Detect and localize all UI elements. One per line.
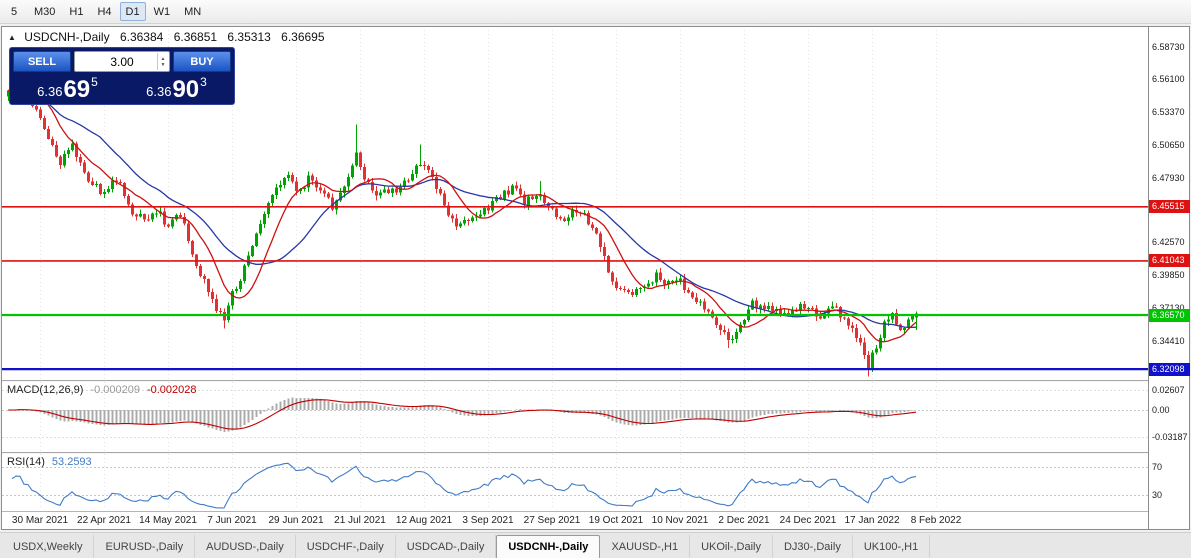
bid-point-digit: 5 [91, 75, 98, 89]
macd-signal-value: -0.002028 [146, 384, 197, 396]
chart-tab-uk100-h1[interactable]: UK100-,H1 [853, 535, 931, 558]
macd-histogram [11, 397, 918, 432]
price-scale-label: 6.42570 [1152, 237, 1185, 248]
price-scale-label: 6.39850 [1152, 270, 1185, 281]
chart-symbol-label: USDCNH-,Daily [24, 30, 110, 44]
ma-slow-line [7, 85, 917, 329]
rsi-name: RSI(14) [7, 456, 45, 468]
price-scale-label: 6.47930 [1152, 172, 1185, 183]
chart-tab-xauusd-h1[interactable]: XAUUSD-,H1 [600, 535, 691, 558]
ohlc-high: 6.36851 [173, 30, 218, 44]
volume-field[interactable]: 3.00 ▲ ▼ [74, 51, 170, 72]
price-scale-label: 6.53370 [1152, 106, 1185, 117]
price-scale-label: 6.34410 [1152, 336, 1185, 347]
price-scale[interactable]: 6.58730 6.56100 6.53370 6.50650 6.47930 6.425… [1148, 27, 1190, 529]
volume-up-icon[interactable]: ▲ [160, 55, 166, 62]
date-label: 21 Jul 2021 [334, 515, 386, 526]
chart-title: ▲ USDCNH-,Daily 6.36384 6.36851 6.35313 … [8, 30, 325, 44]
chart-tabs-bar: USDX,Weekly EURUSD-,Daily AUDUSD-,Daily USD… [0, 532, 1191, 558]
chart-tab-usdcad-daily[interactable]: USDCAD-,Daily [396, 535, 497, 558]
chart-window: ▲ USDCNH-,Daily 6.36384 6.36851 6.35313 … [1, 26, 1190, 530]
price-scale-label: 6.56100 [1152, 73, 1185, 84]
volume-spinner[interactable]: ▲ ▼ [157, 53, 168, 70]
volume-value: 3.00 [110, 54, 134, 69]
chart-tab-usdcnh-daily[interactable]: USDCNH-,Daily [496, 535, 601, 558]
ask-point-digit: 3 [200, 75, 207, 89]
timeframe-button-w1[interactable]: W1 [153, 5, 171, 18]
date-label: 24 Dec 2021 [779, 515, 837, 526]
timeframe-button-h1[interactable]: H1 [69, 5, 84, 18]
rsi-label: RSI(14) 53.2593 [7, 456, 92, 468]
date-label: 12 Aug 2021 [395, 515, 453, 526]
price-scale-label: 6.50650 [1152, 139, 1185, 150]
macd-signal-line [8, 399, 917, 430]
time-axis[interactable]: 30 Mar 2021 22 Apr 2021 14 May 2021 7 Jun 2… [2, 511, 1148, 529]
rsi-value: 53.2593 [51, 456, 92, 468]
timeframe-button-mn[interactable]: MN [184, 5, 202, 18]
hline-price-tag: 6.32098 [1149, 362, 1190, 376]
rsi-scale-label: 30 [1152, 490, 1163, 500]
date-label: 29 Jun 2021 [268, 515, 324, 526]
date-label: 17 Jan 2022 [844, 515, 900, 526]
candles [7, 69, 918, 377]
bid-small-digits: 6.36 [37, 84, 63, 99]
timeframe-toolbar: 5 M30 H1 H4 D1 W1 MN [0, 0, 1191, 24]
hline-price-tag: 6.41043 [1149, 254, 1190, 268]
timeframe-button-m30[interactable]: M30 [34, 5, 56, 18]
chart-tab-usdchf-daily[interactable]: USDCHF-,Daily [296, 535, 396, 558]
macd-scale-label: 0.00 [1152, 405, 1170, 415]
macd-value: -0.000209 [90, 384, 140, 396]
ohlc-open: 6.36384 [119, 30, 164, 44]
bid-main-digits: 69 [63, 75, 91, 103]
chart-canvas[interactable] [2, 27, 1148, 511]
hline-price-tag: 6.45515 [1149, 200, 1190, 214]
ask-price: 6.36 90 3 [122, 74, 231, 101]
chart-tab-eurusd-daily[interactable]: EURUSD-,Daily [94, 535, 196, 558]
timeframe-button-5[interactable]: 5 [10, 5, 18, 18]
sell-button[interactable]: SELL [13, 51, 71, 72]
chart-tab-usdx-weekly[interactable]: USDX,Weekly [2, 535, 95, 558]
macd-label: MACD(12,26,9) -0.000209 -0.002028 [7, 384, 197, 396]
date-label: 3 Sep 2021 [462, 515, 514, 526]
timeframe-button-d1[interactable]: D1 [119, 2, 146, 21]
macd-scale-label: 0.02607 [1152, 385, 1185, 395]
date-label: 22 Apr 2021 [77, 515, 131, 526]
date-label: 2 Dec 2021 [718, 515, 770, 526]
macd-scale-label: -0.03187 [1152, 432, 1188, 442]
macd-name: MACD(12,26,9) [7, 384, 84, 396]
rsi-scale-label: 70 [1152, 462, 1163, 472]
date-label: 7 Jun 2021 [207, 515, 257, 526]
one-click-trading-panel: SELL 3.00 ▲ ▼ BUY 6.36 69 5 6.36 90 3 [9, 47, 235, 105]
chart-tab-dj30-daily[interactable]: DJ30-,Daily [773, 535, 853, 558]
date-label: 10 Nov 2021 [651, 515, 709, 526]
price-scale-label: 6.37130 [1152, 303, 1185, 313]
bid-price: 6.36 69 5 [13, 74, 122, 101]
ohlc-close: 6.36695 [281, 30, 325, 44]
ask-main-digits: 90 [172, 75, 200, 103]
date-label: 27 Sep 2021 [523, 515, 581, 526]
hline-price-tag: 6.36570 [1149, 308, 1190, 322]
volume-down-icon[interactable]: ▼ [160, 61, 166, 68]
date-label: 19 Oct 2021 [588, 515, 644, 526]
rsi-line [11, 462, 917, 509]
chart-tab-audusd-daily[interactable]: AUDUSD-,Daily [195, 535, 296, 558]
date-label: 14 May 2021 [139, 515, 197, 526]
date-label: 30 Mar 2021 [11, 515, 69, 526]
buy-button[interactable]: BUY [173, 51, 231, 72]
price-scale-label: 6.58730 [1152, 42, 1185, 53]
ask-small-digits: 6.36 [146, 84, 172, 99]
ohlc-low: 6.35313 [227, 30, 271, 44]
date-label: 8 Feb 2022 [910, 515, 962, 526]
ma-fast-line [7, 85, 917, 343]
trade-panel-toggle-icon[interactable]: ▲ [8, 33, 16, 42]
timeframe-button-h4[interactable]: H4 [97, 5, 112, 18]
chart-tab-ukoil-daily[interactable]: UKOil-,Daily [690, 535, 773, 558]
